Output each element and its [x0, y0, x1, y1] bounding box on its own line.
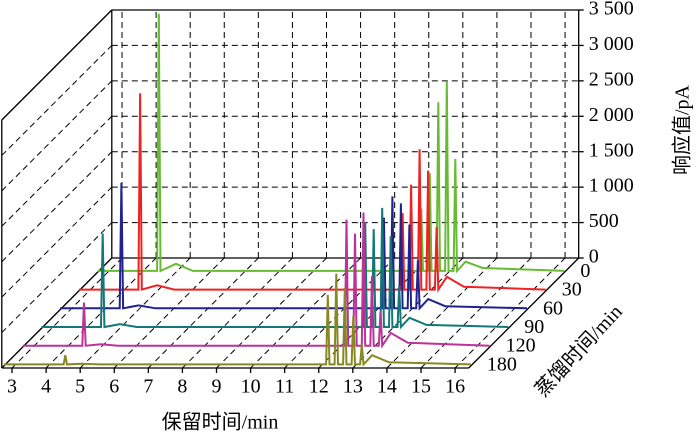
- y-tick-label: 2 500: [589, 68, 634, 90]
- series-line: [97, 13, 565, 274]
- x-tick-label: 12: [309, 376, 329, 398]
- frame-edge: [468, 257, 580, 369]
- y-axis-title: 响应值/pA: [671, 84, 694, 175]
- x-tick-label: 11: [275, 376, 294, 398]
- x-tick-label: 14: [377, 376, 397, 398]
- grid-line: [1, 115, 113, 227]
- x-tick-label: 8: [177, 376, 187, 398]
- series-line: [4, 273, 471, 367]
- series-line: [22, 212, 490, 349]
- grid-line: [284, 257, 396, 369]
- x-tick-label: 9: [212, 376, 222, 398]
- y-tick-label: 3 500: [589, 0, 634, 20]
- grid-line: [147, 257, 259, 369]
- grid-line: [216, 257, 327, 369]
- x-tick-label: 13: [343, 376, 363, 398]
- series-line: [41, 207, 509, 330]
- grid-line: [420, 257, 532, 369]
- x-axis-title: 保留时间/min: [162, 411, 279, 434]
- x-tick-label: 5: [75, 376, 85, 398]
- y-tick-label: 1 500: [589, 139, 634, 161]
- grid-line: [352, 257, 464, 369]
- y-tick-label: 0: [589, 246, 599, 268]
- z-tick-label: 60: [543, 297, 563, 319]
- grid-line: [1, 80, 113, 192]
- grid-line: [250, 257, 361, 369]
- x-tick-label: 15: [411, 376, 431, 398]
- grid-line: [79, 257, 191, 369]
- z-tick-label: 0: [580, 260, 590, 282]
- series-line: [60, 182, 528, 311]
- x-tick-label: 4: [41, 376, 51, 398]
- x-tick-label: 6: [109, 376, 119, 398]
- grid-line: [454, 257, 566, 369]
- series-line: [78, 93, 546, 293]
- z-tick-label: 30: [562, 279, 582, 301]
- x-tick-label: 16: [445, 376, 465, 398]
- x-tick-label: 3: [7, 376, 17, 398]
- grid-line: [1, 9, 113, 121]
- grid-line: [113, 257, 225, 369]
- grid-line: [11, 257, 123, 369]
- grid-line: [1, 222, 113, 333]
- x-tick-label: 7: [143, 376, 153, 398]
- y-tick-label: 1 000: [589, 175, 634, 197]
- y-tick-label: 2 000: [589, 104, 634, 126]
- grid-line: [1, 186, 113, 298]
- grid-line: [386, 257, 498, 369]
- y-tick-label: 500: [589, 210, 619, 232]
- grid-line: [45, 257, 157, 369]
- grid-line: [182, 257, 293, 369]
- grid-line: [1, 45, 113, 156]
- grid-line: [1, 257, 113, 369]
- z-tick-label: 120: [506, 335, 536, 357]
- x-tick-label: 10: [241, 376, 261, 398]
- z-tick-label: 90: [524, 316, 544, 338]
- y-tick-label: 3 000: [589, 33, 634, 55]
- z-tick-label: 180: [487, 353, 517, 375]
- grid-line: [1, 151, 113, 263]
